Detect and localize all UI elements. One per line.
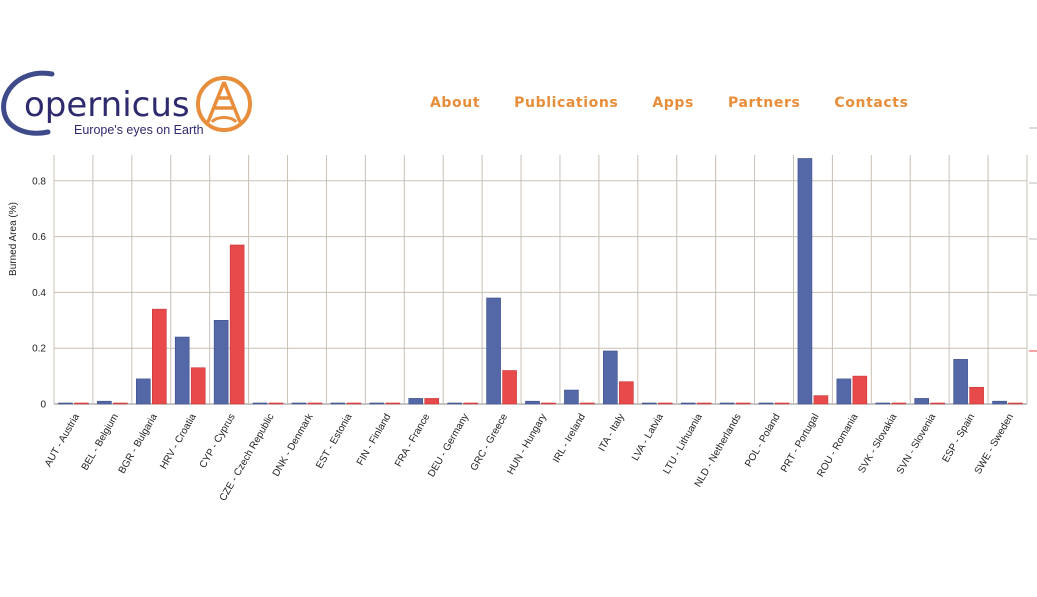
x-tick-label: POL - Poland [743, 412, 782, 469]
nav-about[interactable]: About [430, 95, 481, 111]
bar-blue-cyp[interactable] [213, 319, 229, 405]
x-tick-label: LTU - Lithuania [661, 412, 705, 476]
bar-blue-hun[interactable] [525, 400, 540, 405]
x-tick-label: HRV - Croatia [158, 412, 199, 472]
x-tick-label: BGR - Bulgaria [117, 412, 160, 476]
bar-red-lva[interactable] [657, 402, 673, 405]
y-axis-label: Burned Area (%) [8, 202, 19, 276]
bar-red-swe[interactable] [1008, 402, 1023, 405]
bar-blue-swe[interactable] [992, 400, 1007, 405]
y-axis: 0 0.2 0.4 0.6 0.8 [32, 176, 46, 410]
bar-red-aut[interactable] [74, 402, 89, 405]
bar-blue-esp[interactable] [953, 359, 968, 405]
bar-red-bel[interactable] [113, 402, 128, 405]
bar-blue-est[interactable] [330, 402, 346, 405]
bar-red-esp[interactable] [969, 386, 984, 405]
x-tick-label: IRL - Ireland [551, 412, 588, 465]
bar-red-grc[interactable] [502, 370, 517, 405]
bar-red-cyp[interactable] [229, 244, 245, 405]
bar-blue-grc[interactable] [486, 297, 501, 405]
copernicus-logo[interactable]: opernicus Europe's eyes on Earth [0, 66, 260, 142]
x-tick-label: CYP - Cyprus [198, 412, 238, 470]
bar-red-irl[interactable] [580, 402, 595, 405]
y-tick-label: 0 [40, 400, 46, 411]
logo-brand-text: opernicus [24, 85, 190, 125]
x-tick-label: HUN - Hungary [505, 412, 549, 477]
chart-bars [58, 158, 1023, 405]
logo-emblem-icon [196, 76, 252, 132]
bar-blue-hrv[interactable] [174, 336, 190, 405]
x-tick-label: ROU - Romania [815, 412, 860, 479]
bar-red-svn[interactable] [930, 402, 946, 405]
x-tick-label: FIN - Finland [355, 412, 393, 468]
bar-red-rou[interactable] [852, 375, 868, 405]
bar-red-ita[interactable] [619, 381, 634, 405]
main-nav: About Publications Apps Partners Contact… [430, 95, 909, 111]
x-tick-label: GRC - Greece [469, 412, 511, 473]
nav-partners[interactable]: Partners [727, 95, 801, 111]
bar-blue-aut[interactable] [58, 402, 73, 405]
bar-blue-ita[interactable] [603, 350, 618, 405]
right-edge-ticks [1029, 127, 1037, 352]
bar-blue-lva[interactable] [641, 402, 657, 405]
x-tick-label: LVA - Latvia [630, 412, 666, 463]
bar-red-pol[interactable] [774, 402, 790, 405]
bar-red-fra[interactable] [424, 398, 440, 405]
bar-red-est[interactable] [346, 402, 362, 405]
y-tick-label: 0.2 [32, 344, 46, 355]
bar-blue-deu[interactable] [447, 402, 462, 405]
bar-blue-svk[interactable] [875, 402, 891, 405]
x-tick-label: DEU - Germany [426, 412, 471, 479]
x-tick-label: SWE - Sweden [973, 412, 1016, 476]
bar-red-dnk[interactable] [307, 402, 323, 405]
y-tick-label: 0.4 [32, 288, 46, 299]
x-tick-label: SVN - Slovenia [895, 412, 939, 477]
bar-red-ltu[interactable] [696, 402, 712, 405]
bar-red-cze[interactable] [268, 402, 284, 405]
bar-blue-cze[interactable] [252, 402, 268, 405]
bar-blue-prt[interactable] [797, 158, 813, 405]
bar-blue-bgr[interactable] [136, 378, 151, 405]
nav-apps[interactable]: Apps [652, 95, 694, 111]
nav-contacts[interactable]: Contacts [834, 95, 909, 111]
bar-blue-irl[interactable] [564, 389, 579, 405]
x-tick-label: ESP - Spain [941, 412, 978, 465]
bar-red-hun[interactable] [541, 402, 556, 405]
bar-red-fin[interactable] [385, 402, 401, 405]
x-tick-label: EST - Estonia [314, 412, 354, 471]
logo-tagline: Europe's eyes on Earth [74, 123, 204, 137]
bar-blue-svn[interactable] [914, 398, 930, 405]
bar-red-deu[interactable] [463, 402, 478, 405]
y-tick-label: 0.8 [32, 176, 46, 187]
bar-blue-fin[interactable] [369, 402, 385, 405]
bar-blue-nld[interactable] [719, 402, 735, 405]
bar-blue-rou[interactable] [836, 378, 852, 405]
x-tick-label: SVK - Slovakia [857, 412, 900, 476]
bar-red-bgr[interactable] [152, 308, 167, 405]
logo-arc [1, 70, 55, 136]
bar-blue-fra[interactable] [408, 398, 424, 405]
x-tick-label: BEL - Belgium [80, 412, 121, 473]
x-tick-label: AUT - Austria [43, 412, 82, 469]
nav-publications[interactable]: Publications [514, 95, 619, 111]
y-tick-label: 0.6 [32, 232, 46, 243]
bar-blue-dnk[interactable] [291, 402, 307, 405]
bar-red-prt[interactable] [813, 395, 829, 405]
bar-blue-bel[interactable] [97, 400, 112, 405]
bar-blue-pol[interactable] [758, 402, 774, 405]
x-tick-label: FRA - France [393, 412, 432, 469]
bar-red-hrv[interactable] [190, 367, 206, 405]
bar-blue-ltu[interactable] [680, 402, 696, 405]
x-tick-label: PRT - Portugal [779, 412, 821, 474]
x-tick-label: DNK - Denmark [271, 411, 316, 478]
x-tick-label: ITA - Italy [597, 412, 627, 453]
bar-red-nld[interactable] [735, 402, 751, 405]
chart-grid [53, 155, 1028, 405]
bar-red-svk[interactable] [891, 402, 907, 405]
